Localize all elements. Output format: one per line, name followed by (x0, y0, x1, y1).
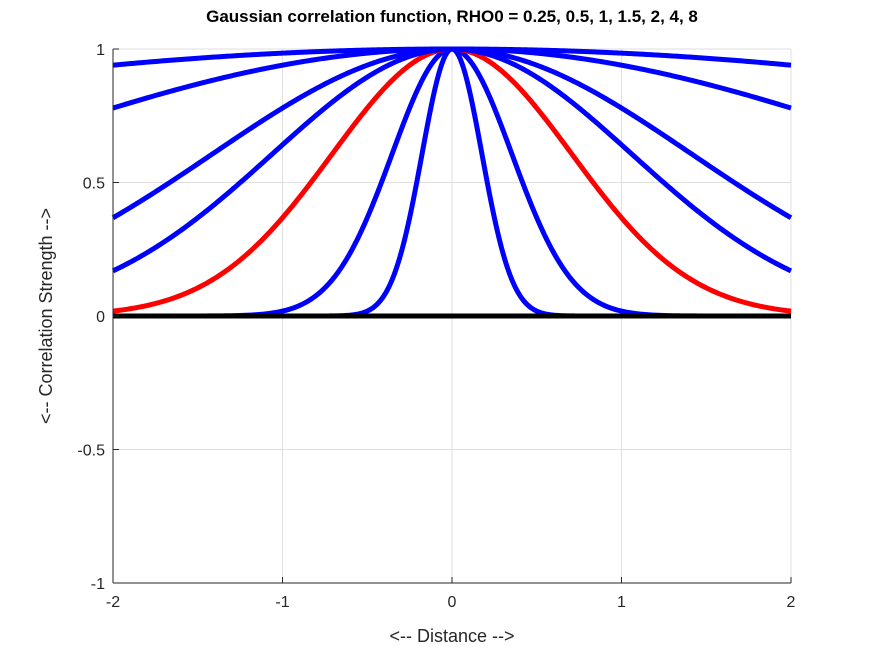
x-axis-label: <-- Distance --> (389, 626, 514, 646)
y-tick-label: 1 (96, 42, 105, 59)
chart-title: Gaussian correlation function, RHO0 = 0.… (206, 7, 698, 26)
y-tick-label: -0.5 (77, 443, 105, 460)
x-tick-label: 2 (787, 594, 796, 611)
x-tick-label: 0 (448, 594, 457, 611)
y-tick-label: 0 (96, 309, 105, 326)
y-tick-label: -1 (91, 576, 105, 593)
x-tick-label: 1 (617, 594, 626, 611)
y-axis-label: <-- Correlation Strength --> (36, 208, 56, 424)
y-tick-label: 0.5 (83, 176, 105, 193)
axes: -2 -1 0 1 2-1-0.500.51 (77, 42, 795, 611)
curves (111, 46, 793, 319)
series-line-6 (112, 46, 792, 68)
x-tick-label: -2 (106, 594, 120, 611)
x-tick-label: -1 (275, 594, 289, 611)
